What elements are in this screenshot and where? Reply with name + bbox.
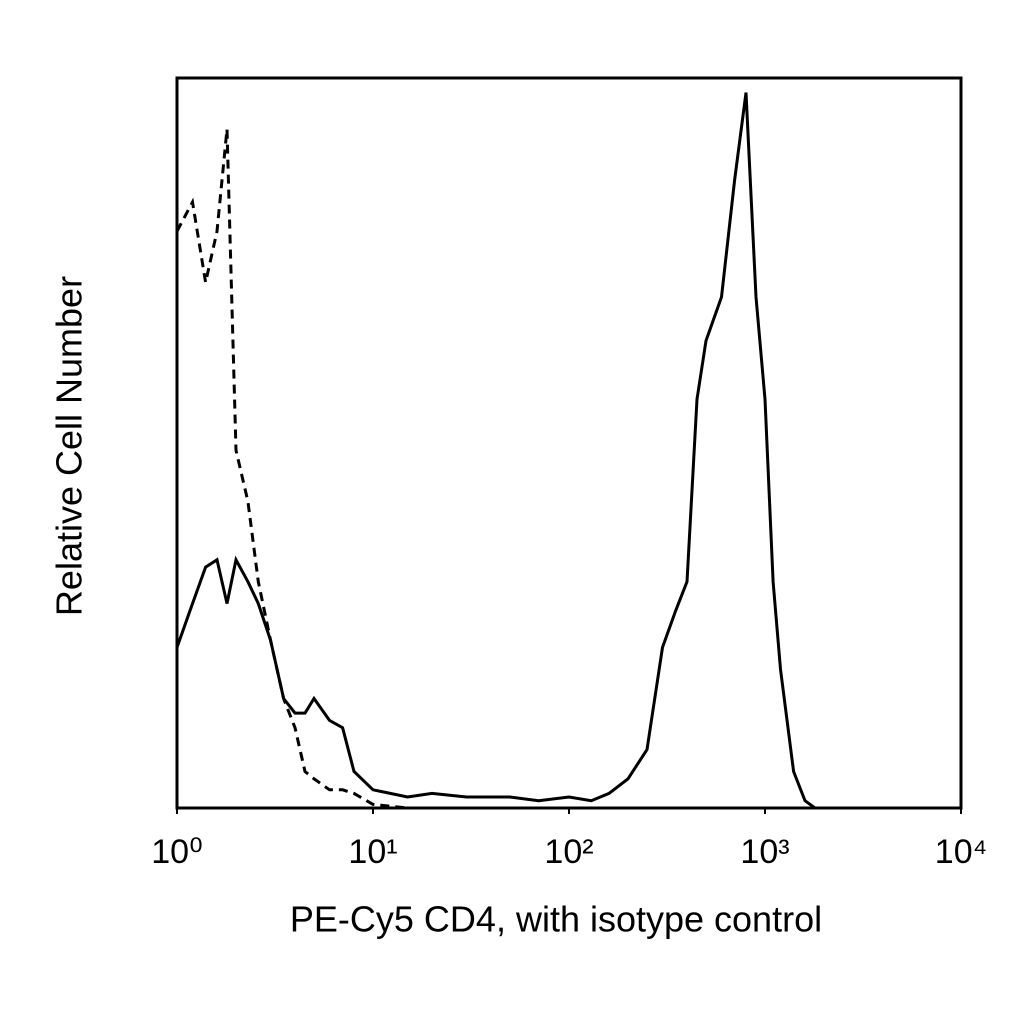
x-tick-label: 10⁰ bbox=[151, 833, 202, 871]
x-tick-label: 10³ bbox=[740, 833, 789, 871]
plot-frame bbox=[175, 76, 963, 810]
y-axis-label: Relative Cell Number bbox=[49, 276, 90, 616]
x-tick-label: 10⁴ bbox=[935, 833, 987, 871]
x-axis-label: PE-Cy5 CD4, with isotype control bbox=[290, 899, 822, 940]
histogram-line bbox=[175, 92, 824, 810]
histogram-line bbox=[175, 128, 824, 810]
x-tick-label: 10¹ bbox=[348, 833, 397, 871]
x-tick-label: 10² bbox=[544, 833, 593, 871]
